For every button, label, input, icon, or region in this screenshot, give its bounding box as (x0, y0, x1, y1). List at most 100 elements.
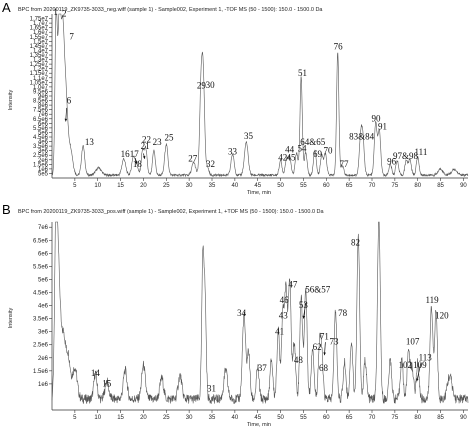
panel-b-x-tick-label: 80 (414, 415, 421, 421)
panel-a-x-tick-label: 40 (232, 183, 239, 189)
panel-a-x-tick-label: 80 (414, 183, 421, 189)
panel-a-peak-label: 6 (67, 95, 72, 105)
panel-a-peak-label: 64&65 (300, 137, 326, 147)
panel-b-x-tick-label: 10 (94, 415, 101, 421)
panel-a-y-tick-label: 2.5e6 (33, 153, 49, 159)
panel-a-peak-label: 77 (340, 159, 350, 169)
panel-a-y-tick-label: 6e6 (38, 121, 49, 127)
panel-a-x-tick-label: 5 (73, 183, 77, 189)
panel-a-x-tick-label: 90 (460, 183, 467, 189)
panel-b-peak-label: 56&57 (305, 285, 331, 295)
panel-a-y-tick-label: 1.55e7 (30, 35, 49, 41)
panel-a-y-tick-label: 1.65e7 (30, 26, 49, 32)
panel-b-x-tick-label: 55 (300, 415, 307, 421)
panel-a-x-tick-label: 60 (323, 183, 330, 189)
panel-a-y-tick-label: 8e6 (38, 103, 49, 109)
panel-a-peak-label: 96 (387, 156, 397, 166)
panel-b-x-tick-label: 15 (117, 415, 124, 421)
panel-a-peak-label: 13 (85, 137, 95, 147)
panel-a-peak-label: 17 (130, 149, 140, 159)
panel-b-peak-label: 107 (406, 337, 420, 347)
panel-a-x-tick-label: 50 (277, 183, 284, 189)
panel-a-arrow-head (142, 155, 146, 159)
panel-a-peak-label: 30 (206, 80, 216, 90)
panel-a-peak-label: 90 (372, 114, 382, 124)
panel-b-arrow-head (416, 378, 419, 382)
panel-a-x-tick-label: 15 (117, 183, 124, 189)
panel-a-y-tick-label: 1.7e7 (33, 21, 49, 27)
panel-b-peak-label: 119 (425, 295, 439, 305)
panel-a-x-tick-label: 35 (209, 183, 216, 189)
panel-a-x-tick-label: 10 (94, 183, 101, 189)
panel-b-x-tick-label: 70 (369, 415, 376, 421)
panel-b-peak-label: 82 (351, 238, 360, 248)
panel-a: A BPC from 20200119_ZK9735-3033_neg.wiff… (2, 0, 469, 196)
panel-a-peak-label: 1 (53, 7, 58, 17)
panel-a-peak-label: 27 (188, 154, 198, 164)
panel-a-trace (51, 13, 469, 178)
panel-a-peak-label: 111 (415, 147, 428, 157)
panel-a-arrow-head (135, 161, 138, 165)
panel-a-y-tick-label: 1.2e7 (33, 67, 49, 73)
panel-b-y-tick-label: 2.5e6 (33, 343, 49, 349)
panel-a-y-tick-label: 1.5e7 (33, 39, 49, 45)
panel-b-peak-label: 37 (258, 363, 268, 373)
panel-b-x-tick-label: 85 (437, 415, 444, 421)
panel-a-peak-label: 21 (141, 141, 150, 151)
panel-b-y-label: Intensity (8, 308, 14, 329)
panel-a-peak-label: 70 (324, 145, 334, 155)
panel-b-ticks: 5 10 15 20 25 30 35 40 45 50 55 60 65 70 75 80 85 90 1e6 1.… (33, 225, 467, 421)
panel-b-y-tick-label: 1e6 (38, 382, 49, 388)
panel-a-peak-label: 25 (164, 133, 174, 143)
panel-a-y-tick-label: 5.5e6 (33, 126, 49, 132)
panel-b-x-tick-label: 5 (73, 415, 77, 421)
panel-b-x-tick-label: 50 (277, 415, 284, 421)
panel-a-peak-label: 18 (133, 159, 143, 169)
panel-a-y-tick-label: 1.0e7 (33, 85, 49, 91)
panel-a-y-tick-label: 1e6 (38, 167, 49, 173)
panel-a-peak-label: 42 (278, 153, 287, 163)
panel-a-y-tick-label: 5e5 (38, 171, 49, 177)
panel-a-x-tick-label: 30 (186, 183, 193, 189)
panel-b-x-tick-label: 65 (346, 415, 353, 421)
panel-b-peak-label: 47 (288, 279, 298, 289)
panel-b: B BPC from 20200119_ZK9735-3033_pos.wiff… (2, 202, 469, 428)
panel-b-peak-label: 34 (237, 308, 247, 318)
panel-a-y-tick-label: 1.3e7 (33, 58, 49, 64)
panel-a-x-tick-label: 25 (163, 183, 170, 189)
panel-b-x-tick-label: 90 (460, 415, 467, 421)
panel-b-peak-label: 53 (299, 300, 309, 310)
panel-a-y-tick-label: 1.45e7 (30, 44, 49, 50)
panel-b-y-tick-label: 5.5e6 (33, 264, 49, 270)
panel-a-peak-label: 29 (197, 81, 207, 91)
panel-b-peak-label: 73 (329, 337, 339, 347)
panel-b-y-tick-label: 3e6 (38, 330, 49, 336)
panel-b-x-label: Time, min (247, 422, 271, 428)
panel-b-y-tick-label: 4.5e6 (33, 291, 49, 297)
panel-a-ticks: 5 10 15 20 25 30 35 40 45 50 55 60 65 70 75 80 85 90 5e51e… (30, 17, 468, 189)
panel-b-peak-label: 68 (319, 363, 329, 373)
panel-b-y-tick-label: 1.5e6 (33, 369, 49, 375)
panel-b-y-tick-label: 3.5e6 (33, 317, 49, 323)
panel-a-peak-label: 51 (298, 68, 307, 78)
panel-a-peak-label: 2 (62, 9, 67, 19)
panel-b-peak-label: 46 (280, 295, 290, 305)
panel-b-peak-label: 120 (435, 311, 449, 321)
panel-a-y-tick-label: 1.35e7 (30, 53, 49, 59)
panel-a-peak-label: 54 (297, 144, 307, 154)
panel-b-peak-label: 102 (399, 360, 413, 370)
panel-b-x-tick-label: 25 (163, 415, 170, 421)
panel-a-y-tick-label: 4e6 (38, 140, 49, 146)
panel-a-y-tick-label: 1.5e6 (33, 162, 49, 168)
panel-b-y-tick-label: 7e6 (38, 225, 49, 231)
panel-b-letter: B (2, 202, 11, 217)
panel-a-y-tick-label: 1.25e7 (30, 62, 49, 68)
panel-a-y-tick-label: 1.4e7 (33, 48, 49, 54)
panel-b-x-tick-label: 75 (392, 415, 399, 421)
panel-a-peak-label: 97&98 (393, 151, 419, 161)
panel-b-peak-label: 113 (419, 352, 433, 362)
panel-a-peak-label: 23 (153, 137, 163, 147)
panel-a-peak-label: 33 (228, 146, 238, 156)
